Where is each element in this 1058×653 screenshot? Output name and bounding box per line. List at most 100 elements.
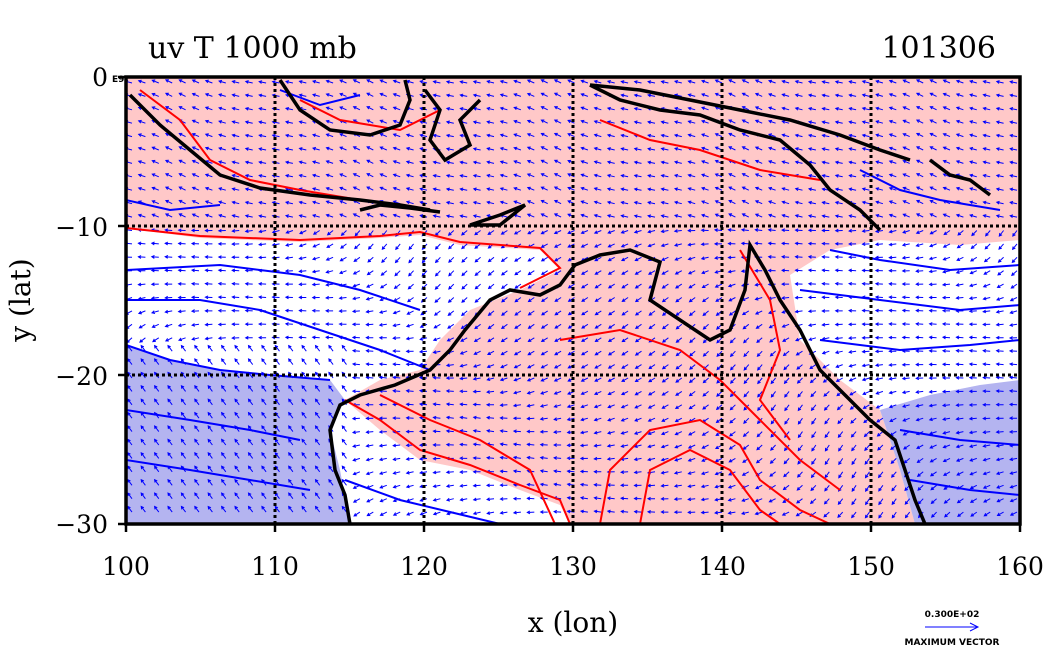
wind-vector [366,498,374,503]
wind-vector [365,402,374,407]
y-tick-label: −30 [55,510,108,539]
wind-vector [849,390,857,396]
wind-vector [194,505,200,513]
wind-vector [593,93,602,97]
wind-vector [472,214,481,218]
wind-vector [915,79,924,84]
wind-vector [459,442,468,447]
wind-vector [247,451,254,459]
wind-vector [459,363,468,368]
wind-vector [916,457,924,463]
wind-vector [754,79,763,84]
wind-vector [258,160,267,165]
wind-vector [405,362,414,367]
wind-vector [366,173,374,178]
wind-vector [234,492,240,499]
wind-vector [579,496,588,500]
wind-vector [874,229,883,234]
wind-vector [593,430,602,435]
wind-vector [701,270,709,275]
wind-vector [231,228,240,233]
wind-vector [902,173,910,178]
wind-vector [875,160,884,164]
wind-vector [834,107,843,111]
wind-vector [995,120,1004,125]
wind-vector [341,358,347,365]
wind-vector [594,323,602,329]
wind-vector [261,465,267,473]
wind-vector [539,510,548,514]
wind-vector [794,282,803,286]
wind-vector [204,119,213,124]
wind-vector [486,147,495,151]
wind-vector [271,229,280,234]
warm-contour [299,99,441,132]
wind-vector [177,255,186,259]
wind-vector [647,80,656,84]
wind-vector [888,255,897,260]
wind-vector [969,200,977,205]
wind-vector [607,377,615,382]
wind-vector [379,511,388,516]
wind-vector [797,431,803,439]
warm-contour [126,227,562,289]
wind-vector [769,458,776,464]
wind-vector [713,228,723,233]
wind-vector [728,173,736,178]
wind-vector [539,442,548,447]
wind-vector [674,404,683,410]
wind-vector [968,335,977,340]
wind-vector [218,106,226,111]
wind-vector [217,268,226,273]
wind-vector [150,255,159,259]
wind-vector [539,469,548,473]
wind-vector [408,270,414,277]
wind-vector [194,492,200,499]
wind-vector [486,93,495,98]
wind-vector [178,106,186,111]
wind-vector [234,438,240,446]
wind-vector [621,364,629,369]
wind-vector [231,80,240,84]
wind-vector [943,230,951,236]
wind-vector [969,79,977,84]
wind-vector [351,322,360,327]
wind-vector [314,358,321,365]
wind-vector [434,243,441,250]
wind-vector [539,429,548,434]
wind-vector [621,323,629,329]
wind-vector [445,497,454,502]
warm-contour [739,249,791,441]
wind-vector [835,364,843,368]
wind-vector [647,270,656,275]
wind-vector [540,213,548,218]
wind-vector [687,497,696,502]
wind-vector [405,349,414,354]
wind-vector [797,444,803,452]
wind-vector [244,255,253,260]
wind-vector [971,230,978,237]
wind-vector [194,358,200,365]
wind-vector [848,80,857,84]
wind-vector [379,498,388,503]
wind-vector [687,242,696,247]
wind-vector [754,106,763,111]
wind-vector [687,79,696,84]
wind-vector [284,214,294,218]
wind-vector [499,120,508,124]
wind-vector [620,496,629,501]
wind-vector [580,93,589,97]
wind-vector [995,375,1004,380]
wind-vector [164,173,173,178]
wind-vector [499,455,508,460]
wind-vector [140,398,146,406]
wind-vector [553,186,562,191]
wind-vector [996,484,1004,489]
wind-vector [982,147,991,151]
wind-vector [901,255,910,260]
wind-vector [861,308,870,313]
wind-vector [675,310,683,316]
wind-vector [353,256,361,263]
wind-vector [995,147,1004,151]
wind-vector [768,146,776,151]
